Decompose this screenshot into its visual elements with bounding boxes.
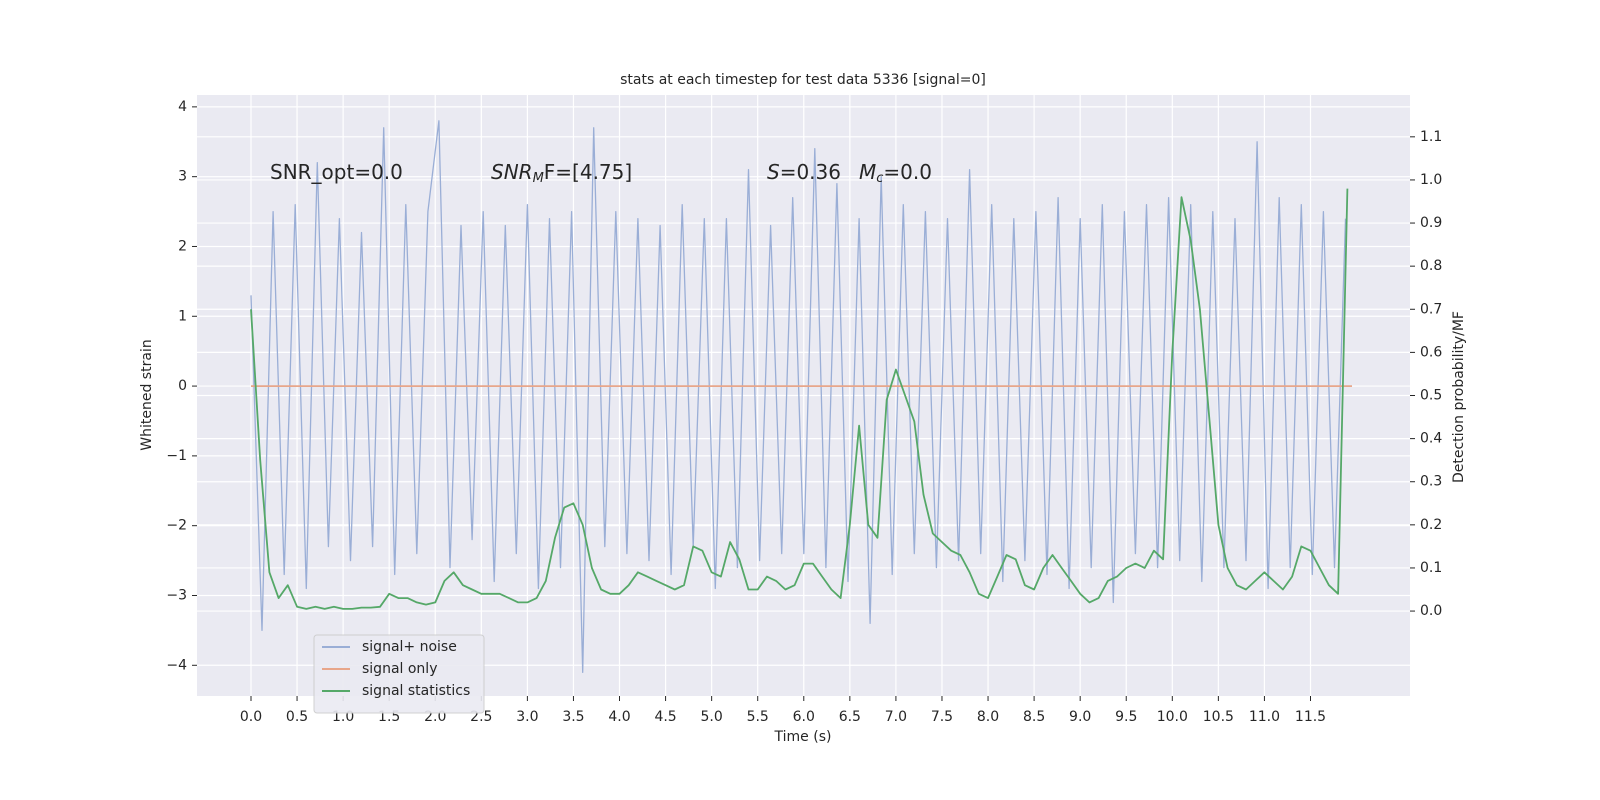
annotation-part: =0.0 [883, 160, 932, 184]
x-tick-label: 11.0 [1249, 709, 1280, 725]
x-tick-label: 10.0 [1157, 709, 1188, 725]
y2-axis-label: Detection probability/MF [1451, 311, 1467, 483]
y-tick-label: 2 [178, 238, 187, 254]
y2-tick-label: 0.7 [1420, 301, 1442, 317]
y-tick-label: 1 [178, 308, 187, 324]
annotation: SNR_opt=0.0 [270, 160, 403, 184]
annotation-part: SNR_opt=0.0 [270, 160, 403, 184]
legend-label: signal statistics [362, 683, 470, 699]
x-tick-label: 6.0 [793, 709, 815, 725]
legend-label: signal+ noise [362, 639, 457, 655]
annotation: Mc=0.0 [859, 160, 932, 186]
y2-tick-label: 0.1 [1420, 560, 1442, 576]
y-tick-label: −2 [166, 518, 187, 534]
x-tick-label: 0.5 [286, 709, 308, 725]
y2-tick-label: 0.0 [1420, 603, 1442, 619]
chart-title: stats at each timestep for test data 533… [620, 72, 986, 88]
x-tick-label: 11.5 [1295, 709, 1326, 725]
legend-box [313, 634, 485, 714]
y-tick-label: 3 [178, 169, 187, 185]
legend-label: signal only [362, 661, 437, 677]
y2-tick-label: 0.8 [1420, 258, 1442, 274]
x-tick-label: 10.5 [1203, 709, 1234, 725]
annotation-part: M [859, 160, 876, 184]
series-line [250, 188, 1349, 610]
y-axis-label: Whitened strain [139, 339, 155, 450]
x-tick-label: 8.5 [1023, 709, 1045, 725]
x-axis-label: Time (s) [774, 729, 832, 745]
y2-tick-label: 0.6 [1420, 344, 1442, 360]
annotation: SNRMF=[4.75] [491, 160, 632, 186]
y-tick-label: −1 [166, 448, 187, 464]
annotation-part: c [876, 171, 883, 186]
y2-tick-label: 0.4 [1420, 431, 1442, 447]
x-tick-label: 8.0 [977, 709, 999, 725]
annotation: S=0.36 [767, 160, 841, 184]
y2-tick-label: 0.2 [1420, 517, 1442, 533]
x-tick-label: 4.0 [608, 709, 630, 725]
x-tick-label: 0.0 [240, 709, 262, 725]
annotation-part: F=[4.75] [544, 160, 632, 184]
series-line [250, 120, 1347, 673]
x-tick-label: 9.0 [1069, 709, 1091, 725]
annotation-part: S [767, 160, 780, 184]
x-tick-label: 9.5 [1115, 709, 1137, 725]
y-tick-label: −4 [166, 657, 187, 673]
y-tick-label: 4 [178, 99, 187, 115]
y2-tick-label: 1.0 [1420, 172, 1442, 188]
y2-tick-label: 1.1 [1420, 129, 1442, 145]
x-tick-label: 7.5 [931, 709, 953, 725]
x-tick-label: 3.5 [562, 709, 584, 725]
annotation-part: SNR [491, 160, 533, 184]
annotation-part: =0.36 [780, 160, 841, 184]
y2-tick-label: 0.3 [1420, 474, 1442, 490]
y2-tick-label: 0.5 [1420, 388, 1442, 404]
y-tick-label: 0 [178, 378, 187, 394]
annotation-part: M [533, 171, 544, 186]
x-tick-label: 5.0 [701, 709, 723, 725]
x-tick-label: 3.0 [516, 709, 538, 725]
y-tick-label: −3 [166, 587, 187, 603]
y2-tick-label: 0.9 [1420, 215, 1442, 231]
x-tick-label: 7.0 [885, 709, 907, 725]
x-tick-label: 5.5 [747, 709, 769, 725]
x-tick-label: 4.5 [654, 709, 676, 725]
x-tick-label: 6.5 [839, 709, 861, 725]
